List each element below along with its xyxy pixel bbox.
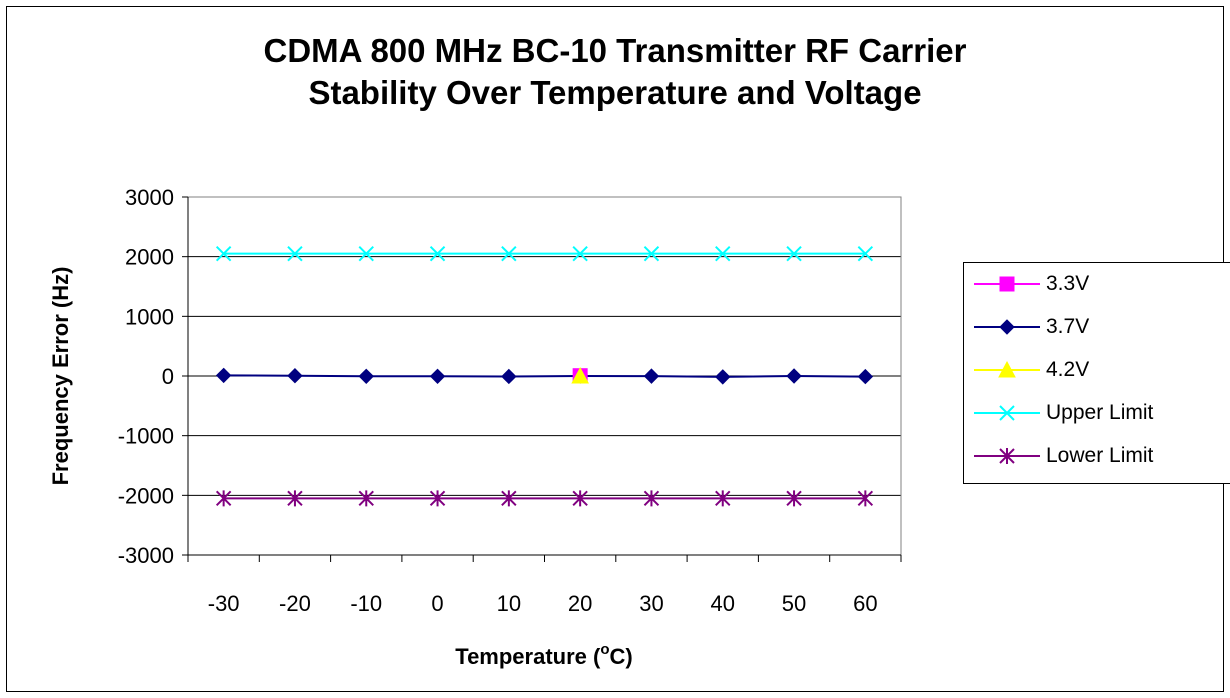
marker-square	[999, 276, 1015, 292]
marker-x	[429, 245, 446, 262]
marker-star	[429, 490, 446, 507]
marker-star	[857, 490, 874, 507]
x-axis-title: Temperature (oC)	[455, 641, 632, 669]
y-tick-label: 1000	[125, 304, 174, 329]
marker-triangle	[998, 360, 1016, 378]
series-layer	[215, 245, 874, 507]
marker-x	[999, 405, 1015, 421]
marker-x	[215, 245, 232, 262]
marker-star	[572, 490, 588, 507]
marker-star	[287, 490, 303, 507]
marker-star	[501, 490, 517, 507]
legend-swatch	[974, 276, 1040, 292]
y-tick-label: -3000	[118, 543, 174, 568]
legend-swatch	[974, 319, 1040, 335]
marker-x	[715, 245, 731, 262]
x-tick-label: 50	[782, 591, 806, 616]
marker-triangle	[571, 366, 589, 384]
legend-label: Upper Limit	[1046, 401, 1154, 424]
x-axis-title-sup: o	[600, 641, 609, 658]
series-lower-limit	[215, 490, 874, 507]
marker-diamond	[715, 369, 731, 385]
legend-item: 3.7V	[964, 312, 1089, 342]
marker-diamond	[999, 319, 1015, 335]
marker-diamond	[857, 368, 874, 385]
marker-diamond	[287, 367, 303, 384]
x-axis-title-end: C)	[610, 644, 633, 669]
series-line	[223, 374, 866, 378]
legend-item: Lower Limit	[964, 441, 1153, 471]
legend-swatch	[974, 405, 1040, 421]
y-tick-label: -1000	[118, 424, 174, 449]
axes	[182, 196, 902, 562]
legend-swatch	[974, 448, 1040, 464]
marker-x	[857, 245, 874, 262]
marker-x	[786, 245, 802, 262]
marker-diamond	[643, 368, 660, 384]
marker-x	[643, 245, 660, 262]
legend-item: 4.2V	[964, 355, 1089, 385]
x-tick-label: -10	[350, 591, 382, 616]
y-tick-label: 3000	[125, 185, 174, 210]
legend: 3.3V 3.7V 4.2V Upper Limit Lower Limit	[963, 262, 1230, 484]
marker-diamond	[501, 368, 517, 385]
legend-label: 4.2V	[1046, 358, 1090, 381]
x-tick-label: 30	[639, 591, 663, 616]
chart-title: CDMA 800 MHz BC-10 Transmitter RF Carrie…	[0, 30, 1230, 114]
series-3-7v	[215, 367, 874, 385]
series-upper-limit	[215, 245, 874, 262]
marker-x	[358, 245, 374, 262]
y-tick-labels: 3000 2000 1000 0 -1000 -2000 -3000	[118, 185, 174, 568]
chart-title-line-1: CDMA 800 MHz BC-10 Transmitter RF Carrie…	[263, 32, 967, 69]
marker-star	[643, 490, 660, 507]
x-tick-label: 20	[568, 591, 592, 616]
x-tick-labels: -30 -20 -10 0 10 20 30 40 50 60	[208, 591, 878, 616]
marker-star	[215, 490, 232, 507]
series-4-2v	[571, 366, 589, 384]
marker-star	[786, 490, 802, 507]
legend-label: Lower Limit	[1046, 444, 1154, 467]
legend-item: 3.3V	[964, 269, 1089, 299]
y-axis-title: Frequency Error (Hz)	[48, 267, 73, 486]
marker-star	[999, 448, 1015, 464]
x-tick-label: 0	[431, 591, 443, 616]
marker-diamond	[215, 367, 232, 384]
legend-label: 3.7V	[1046, 315, 1090, 338]
x-tick-label: -30	[208, 591, 240, 616]
chart-title-line-2: Stability Over Temperature and Voltage	[308, 74, 922, 111]
y-tick-label: 2000	[125, 245, 174, 270]
marker-diamond	[358, 368, 374, 385]
y-tick-label: 0	[162, 364, 174, 389]
legend-item: Upper Limit	[964, 398, 1153, 428]
x-tick-label: 10	[497, 591, 521, 616]
marker-x	[501, 245, 517, 262]
x-axis-title-main: Temperature (	[455, 644, 601, 669]
marker-diamond	[429, 368, 446, 385]
marker-diamond	[786, 368, 802, 384]
marker-x	[572, 245, 588, 262]
legend-swatch	[974, 360, 1040, 378]
marker-star	[358, 490, 374, 507]
y-tick-label: -2000	[118, 483, 174, 508]
legend-label: 3.3V	[1046, 272, 1090, 295]
marker-x	[287, 245, 303, 262]
marker-star	[715, 490, 731, 507]
x-tick-label: 40	[711, 591, 735, 616]
x-tick-label: -20	[279, 591, 311, 616]
x-tick-label: 60	[853, 591, 877, 616]
